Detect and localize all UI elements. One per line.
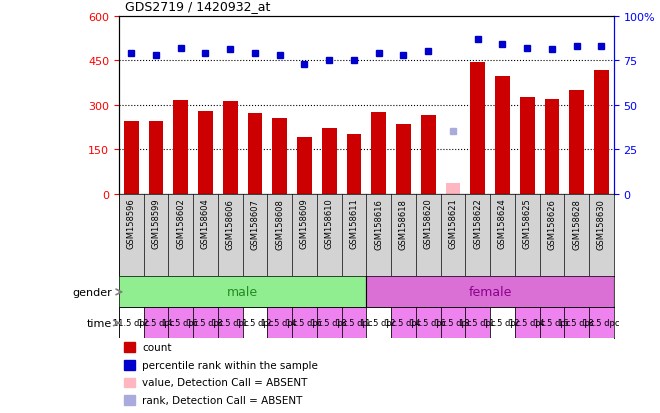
Bar [148, 122, 164, 194]
Text: female: female [469, 286, 512, 299]
Text: 16.5 dpc: 16.5 dpc [187, 319, 224, 328]
Bar [416, 308, 441, 339]
Bar [272, 119, 287, 194]
Bar [342, 308, 366, 339]
Bar [396, 125, 411, 194]
Text: GSM158610: GSM158610 [325, 198, 334, 249]
Text: GDS2719 / 1420932_at: GDS2719 / 1420932_at [125, 0, 271, 13]
Text: GSM158630: GSM158630 [597, 198, 606, 249]
Bar [346, 135, 362, 194]
Text: 16.5 dpc: 16.5 dpc [311, 319, 347, 328]
Text: GSM158599: GSM158599 [151, 198, 160, 249]
Text: GSM158620: GSM158620 [424, 198, 433, 249]
Text: 18.5 dpc: 18.5 dpc [336, 319, 372, 328]
Bar [124, 377, 135, 387]
Bar [223, 102, 238, 194]
Text: GSM158622: GSM158622 [473, 198, 482, 249]
Bar [366, 308, 391, 339]
Bar [297, 138, 312, 194]
Text: GSM158606: GSM158606 [226, 198, 235, 249]
Bar [470, 62, 485, 194]
Text: 11.5 dpc: 11.5 dpc [237, 319, 273, 328]
Bar [515, 308, 539, 339]
Text: GSM158609: GSM158609 [300, 198, 309, 249]
Text: GSM158625: GSM158625 [523, 198, 532, 249]
Text: GSM158604: GSM158604 [201, 198, 210, 249]
Bar [243, 308, 267, 339]
Text: GSM158611: GSM158611 [349, 198, 358, 249]
Bar [490, 308, 515, 339]
Text: percentile rank within the sample: percentile rank within the sample [142, 360, 318, 370]
Text: 12.5 dpc: 12.5 dpc [385, 319, 422, 328]
Text: 11.5 dpc: 11.5 dpc [360, 319, 397, 328]
Bar [569, 90, 584, 194]
Bar [218, 308, 243, 339]
Text: 14.5 dpc: 14.5 dpc [534, 319, 570, 328]
Bar [124, 360, 135, 370]
Bar [292, 308, 317, 339]
Text: 11.5 dpc: 11.5 dpc [113, 319, 149, 328]
Text: 14.5 dpc: 14.5 dpc [162, 319, 199, 328]
Text: count: count [142, 342, 172, 352]
Text: GSM158607: GSM158607 [250, 198, 259, 249]
Text: value, Detection Call = ABSENT: value, Detection Call = ABSENT [142, 377, 308, 387]
Bar [267, 308, 292, 339]
Text: GSM158628: GSM158628 [572, 198, 581, 249]
Bar [539, 308, 564, 339]
Text: GSM158624: GSM158624 [498, 198, 507, 249]
Bar [391, 308, 416, 339]
Bar [168, 308, 193, 339]
Text: 14.5 dpc: 14.5 dpc [286, 319, 323, 328]
Bar [119, 308, 144, 339]
Bar [366, 277, 614, 308]
Text: GSM158626: GSM158626 [547, 198, 556, 249]
Text: 18.5 dpc: 18.5 dpc [212, 319, 248, 328]
Bar [124, 395, 135, 405]
Text: male: male [227, 286, 258, 299]
Bar [520, 98, 535, 194]
Bar [144, 308, 168, 339]
Bar [124, 342, 135, 352]
Bar [119, 277, 366, 308]
Bar [589, 308, 614, 339]
Bar [124, 121, 139, 194]
Bar [193, 308, 218, 339]
Text: GSM158602: GSM158602 [176, 198, 185, 249]
Bar [465, 308, 490, 339]
Bar [198, 112, 213, 194]
Bar [544, 100, 560, 194]
Bar [564, 308, 589, 339]
Bar [322, 129, 337, 194]
Text: time: time [87, 318, 112, 328]
Text: 16.5 dpc: 16.5 dpc [558, 319, 595, 328]
Bar [441, 308, 465, 339]
Bar [446, 184, 460, 194]
Text: 12.5 dpc: 12.5 dpc [509, 319, 545, 328]
Bar [421, 116, 436, 194]
Text: gender: gender [73, 287, 112, 297]
Text: GSM158621: GSM158621 [448, 198, 457, 249]
Bar [317, 308, 342, 339]
Text: 14.5 dpc: 14.5 dpc [410, 319, 446, 328]
Text: 16.5 dpc: 16.5 dpc [435, 319, 471, 328]
Bar [594, 71, 609, 194]
Text: GSM158596: GSM158596 [127, 198, 136, 249]
Text: rank, Detection Call = ABSENT: rank, Detection Call = ABSENT [142, 395, 302, 405]
Text: GSM158618: GSM158618 [399, 198, 408, 249]
Text: GSM158608: GSM158608 [275, 198, 284, 249]
Bar [371, 113, 386, 194]
Text: 18.5 dpc: 18.5 dpc [459, 319, 496, 328]
Text: 18.5 dpc: 18.5 dpc [583, 319, 620, 328]
Bar [248, 114, 262, 194]
Bar [173, 101, 188, 194]
Text: 11.5 dpc: 11.5 dpc [484, 319, 521, 328]
Text: GSM158616: GSM158616 [374, 198, 383, 249]
Text: 12.5 dpc: 12.5 dpc [138, 319, 174, 328]
Text: 12.5 dpc: 12.5 dpc [261, 319, 298, 328]
Bar [495, 77, 510, 194]
